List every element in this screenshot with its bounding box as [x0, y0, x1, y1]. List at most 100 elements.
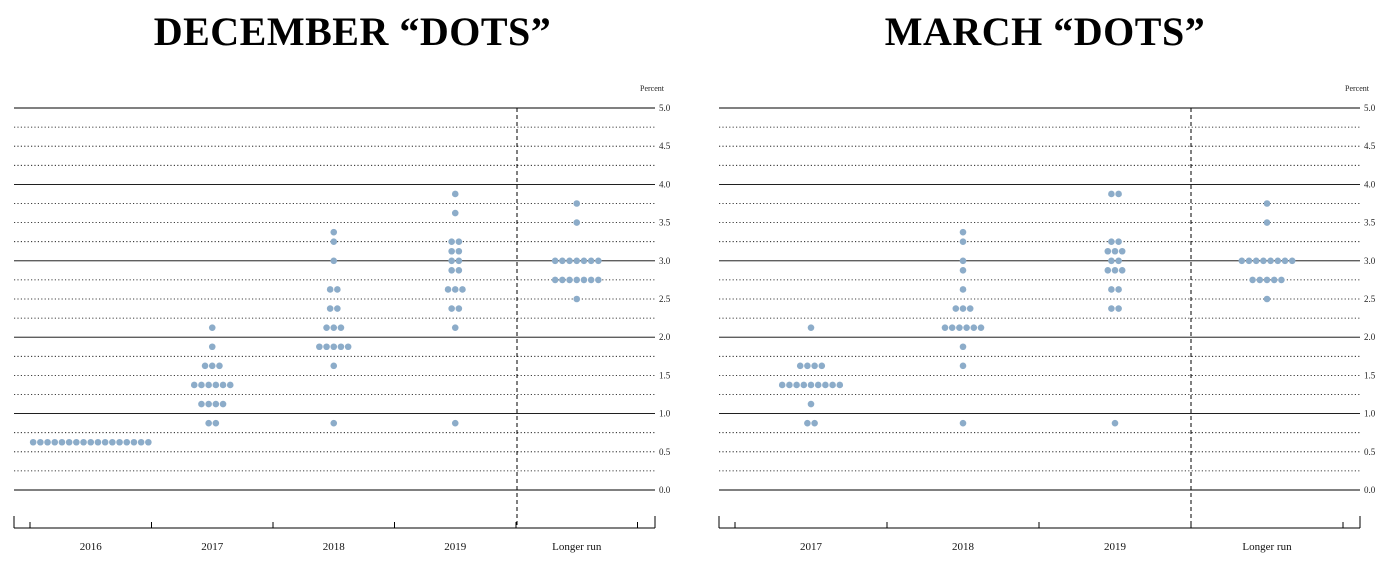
fomc-dot: [970, 324, 978, 331]
y-tick-label: 4.0: [659, 179, 671, 189]
fomc-dot: [1252, 257, 1260, 265]
fomc-dot: [44, 438, 51, 446]
dots-group: [778, 190, 1296, 427]
fomc-dot: [959, 286, 967, 293]
fomc-dot: [595, 276, 602, 284]
y-tick-label: 0.5: [659, 447, 671, 457]
fomc-dot: [459, 286, 466, 293]
y-tick-label: 4.5: [1364, 141, 1376, 151]
x-category-label: 2017: [201, 541, 224, 553]
y-tick-label: 2.0: [1364, 332, 1376, 342]
fomc-dot: [212, 381, 220, 389]
fomc-dot: [573, 276, 581, 284]
fomc-dot: [448, 238, 455, 245]
fomc-dot: [219, 400, 227, 408]
gridlines: [14, 107, 655, 491]
y-tick-label: 5.0: [659, 103, 671, 113]
fomc-dot: [337, 343, 345, 351]
y-tick-label: 1.5: [1364, 370, 1376, 380]
y-tick-label: 1.0: [659, 409, 671, 419]
fomc-dot: [451, 419, 459, 427]
x-category-label: Longer run: [1242, 541, 1292, 553]
y-tick-label: 2.5: [1364, 294, 1376, 304]
fomc-dot: [1245, 257, 1253, 265]
fomc-dot: [65, 438, 73, 446]
fomc-dot: [1288, 257, 1296, 265]
fomc-dot: [587, 257, 595, 265]
fomc-dot: [1118, 247, 1126, 255]
fomc-dot: [451, 209, 459, 217]
x-category-label: 2018: [952, 541, 975, 553]
fomc-dot: [1263, 219, 1271, 226]
fomc-dot: [448, 247, 455, 255]
fomc-dot: [1108, 305, 1115, 312]
fomc-dot: [551, 276, 559, 284]
fomc-dot: [208, 324, 216, 331]
y-tick-label: 3.0: [659, 256, 671, 266]
fomc-dot: [811, 419, 818, 427]
x-category-label: 2019: [444, 541, 467, 553]
fomc-dot: [344, 343, 352, 351]
december-panel-title: DECEMBER “DOTS”: [153, 9, 552, 54]
fomc-dot: [330, 257, 338, 265]
fomc-dot: [818, 362, 826, 370]
fomc-dot: [219, 381, 227, 389]
fomc-dot: [595, 257, 602, 265]
fomc-dot: [37, 438, 44, 446]
fomc-dot: [1274, 257, 1282, 265]
fomc-dot: [123, 438, 131, 446]
fomc-dot: [216, 362, 223, 370]
fomc-dot: [1108, 286, 1115, 293]
fomc-dot: [959, 238, 967, 245]
fomc-dot: [977, 324, 985, 331]
fomc-dot: [966, 305, 974, 312]
fomc-dot: [1115, 286, 1122, 293]
fomc-dot: [800, 381, 808, 389]
fomc-dot: [956, 324, 963, 331]
x-category-label: 2017: [800, 541, 823, 553]
fomc-dot: [208, 362, 216, 370]
fomc-dot: [198, 381, 205, 389]
fomc-dot: [212, 400, 220, 408]
fomc-dot: [1249, 276, 1256, 284]
fomc-dot: [814, 381, 822, 389]
fomc-dot: [804, 419, 811, 427]
fomc-dot: [109, 438, 116, 446]
y-tick-label: 3.5: [1364, 218, 1376, 228]
fomc-dot: [455, 257, 463, 265]
fomc-dot: [455, 238, 463, 245]
fomc-dot: [1111, 267, 1119, 274]
fomc-dot: [829, 381, 836, 389]
fomc-dot: [101, 438, 109, 446]
fomc-dot: [559, 276, 566, 284]
fomc-dot: [330, 228, 338, 236]
fomc-dot: [1267, 257, 1274, 265]
fomc-dot: [448, 267, 455, 274]
y-tick-label: 3.0: [1364, 256, 1376, 266]
fomc-dot: [1238, 257, 1246, 265]
fomc-dot: [326, 305, 334, 312]
fomc-dot: [130, 438, 138, 446]
fomc-dot: [448, 257, 455, 265]
fomc-dot: [323, 324, 330, 331]
fomc-dot: [212, 419, 220, 427]
fomc-dot: [205, 400, 212, 408]
fomc-dot: [804, 362, 811, 370]
fomc-dot: [807, 400, 815, 408]
fomc-dot: [330, 343, 338, 351]
fomc-dot: [1270, 276, 1278, 284]
fomc-dot: [330, 362, 338, 370]
fomc-dot: [444, 286, 452, 293]
fomc-dot: [137, 438, 145, 446]
fomc-dot: [448, 305, 455, 312]
y-tick-label: 0.5: [1364, 447, 1376, 457]
fomc-dot: [334, 286, 341, 293]
fomc-dot: [323, 343, 330, 351]
fomc-dot: [1108, 190, 1115, 198]
fomc-dot: [1115, 238, 1122, 245]
fomc-dot: [1281, 257, 1289, 265]
y-tick-label: 0.0: [659, 485, 671, 495]
fomc-dot: [793, 381, 800, 389]
fomc-dot: [337, 324, 345, 331]
fomc-dot: [573, 219, 581, 226]
